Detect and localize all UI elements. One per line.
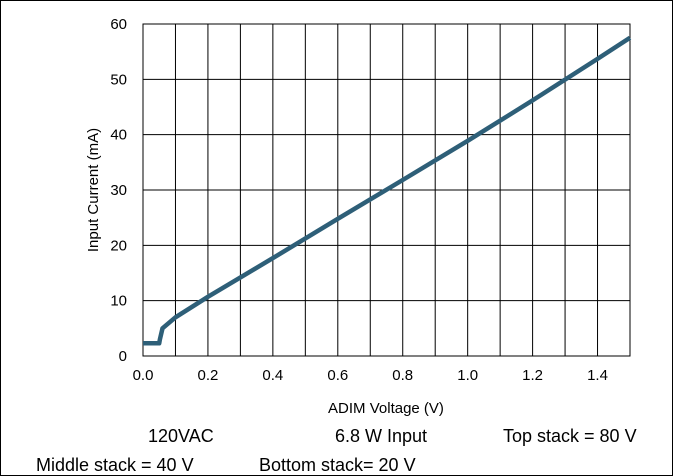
note-middle-stack: Middle stack = 40 V (36, 455, 194, 475)
y-tick-label: 0 (119, 348, 127, 365)
note-supply: 120VAC (148, 426, 214, 446)
note-bottom-stack: Bottom stack= 20 V (259, 455, 416, 475)
note-input-power: 6.8 W Input (335, 426, 428, 446)
y-axis-label: Input Current (mA) (85, 128, 102, 252)
x-tick-label: 0.4 (262, 367, 283, 384)
x-tick-label: 0.2 (198, 367, 219, 384)
x-tick-label: 1.2 (522, 367, 543, 384)
tick-labels: 0.0 0.2 0.4 0.6 0.8 1.0 1.2 1.4 0 10 20 30 40 50 60 (110, 16, 608, 384)
y-tick-label: 30 (110, 182, 127, 199)
y-tick-label: 20 (110, 237, 127, 254)
x-axis-label: ADIM Voltage (V) (328, 400, 444, 417)
x-tick-label: 0.0 (133, 367, 154, 384)
y-tick-label: 40 (110, 127, 127, 144)
x-tick-label: 0.8 (392, 367, 413, 384)
x-tick-label: 1.0 (457, 367, 478, 384)
plot-area (142, 23, 631, 357)
series-line (143, 35, 632, 346)
y-tick-label: 10 (110, 293, 127, 310)
x-tick-label: 0.6 (327, 367, 348, 384)
y-tick-label: 60 (110, 16, 127, 33)
x-tick-label: 1.4 (587, 367, 608, 384)
note-top-stack: Top stack = 80 V (503, 426, 637, 446)
y-tick-label: 50 (110, 71, 127, 88)
